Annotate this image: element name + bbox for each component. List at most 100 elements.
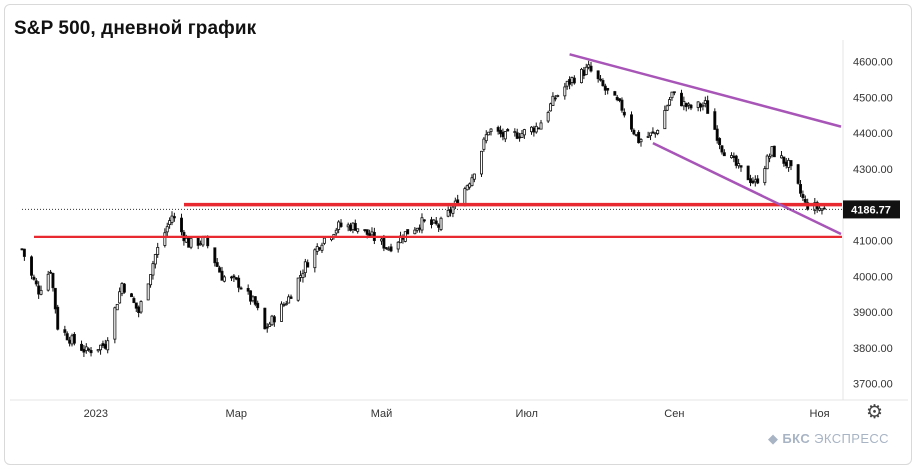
candle-body: [153, 254, 157, 265]
candle-body: [522, 129, 526, 136]
x-tick-label: Сен: [664, 408, 684, 420]
candle-body: [130, 293, 133, 298]
candle-body: [437, 224, 441, 228]
candles: [20, 60, 826, 357]
candle-body: [22, 248, 26, 257]
candle-body: [30, 256, 33, 276]
channel-line: [569, 53, 842, 128]
candle-body: [484, 134, 488, 142]
candle-body: [406, 229, 410, 235]
chart-frame: [4, 4, 912, 465]
candle-body: [96, 349, 100, 352]
candle-body: [751, 180, 755, 184]
candle-body: [665, 105, 669, 111]
candle-body: [280, 303, 283, 322]
candle-body: [703, 100, 707, 104]
candle-body: [587, 64, 591, 68]
last-price-badge: [843, 200, 900, 219]
support-levels: [34, 202, 842, 238]
candle-body: [620, 99, 624, 111]
last-price-marker: 4186.77: [22, 200, 900, 219]
candle-body: [449, 209, 453, 213]
candle-body: [120, 283, 124, 295]
candle-body: [87, 348, 91, 351]
brand-logo: ◆ БКС ЭКСПРЕСС: [768, 431, 889, 447]
candle-body: [401, 237, 405, 240]
candle-body: [739, 165, 743, 168]
y-tick-label: 3700.00: [853, 379, 893, 391]
candle-body: [732, 155, 736, 158]
candle-body: [249, 290, 253, 302]
candle-body: [499, 129, 503, 135]
candle-body: [615, 96, 619, 101]
candle-body: [72, 333, 76, 344]
candle-body: [389, 246, 393, 252]
candle-body: [237, 277, 241, 288]
x-tick-label: Май: [371, 408, 393, 420]
gear-icon[interactable]: ⚙: [866, 402, 884, 423]
chart-grid: [10, 40, 908, 401]
candle-body: [322, 237, 326, 244]
candle-body: [334, 229, 338, 234]
candle-body: [368, 233, 372, 237]
candle-body: [482, 138, 486, 150]
candle-body: [101, 343, 105, 347]
candle-body: [134, 302, 138, 309]
candle-body: [363, 229, 367, 231]
candle-body: [184, 237, 188, 243]
candle-body: [387, 248, 391, 251]
candle-body: [315, 246, 319, 252]
candle-body: [765, 155, 769, 170]
candle-body: [630, 114, 633, 130]
candle-body: [622, 111, 626, 116]
y-axis: 3700.003800.003900.004000.004100.004200.…: [853, 56, 893, 390]
candle-body: [651, 131, 655, 134]
candle-body: [165, 226, 169, 233]
candle-body: [451, 206, 455, 214]
candle-body: [39, 289, 43, 295]
candle-body: [801, 194, 805, 199]
candle-body: [584, 66, 588, 75]
candle-body: [720, 145, 724, 153]
candle-body: [565, 80, 569, 87]
candle-body: [53, 287, 57, 310]
x-tick-label: Ноя: [810, 408, 830, 420]
candle-body: [270, 315, 274, 326]
candle-body: [803, 198, 807, 203]
candle-body: [820, 208, 824, 211]
candle-body: [563, 86, 567, 97]
candle-body: [768, 156, 772, 159]
candle-body: [51, 272, 55, 289]
candle-body: [318, 247, 322, 250]
candle-body: [470, 177, 474, 187]
candle-body: [189, 238, 193, 248]
candle-body: [132, 298, 136, 303]
y-tick-label: 4600.00: [853, 56, 893, 68]
candle-body: [656, 130, 660, 134]
candle-body: [663, 110, 667, 130]
candle-body: [599, 78, 603, 81]
candle-body: [696, 101, 700, 108]
candle-body: [782, 156, 786, 164]
candle-body: [770, 146, 774, 156]
candle-body: [789, 160, 793, 167]
y-tick-label: 3800.00: [853, 343, 893, 355]
candle-body: [446, 209, 450, 217]
candle-body: [418, 227, 422, 230]
candle-body: [287, 296, 291, 304]
candle-body: [582, 69, 586, 76]
candle-body: [320, 244, 324, 251]
candle-body: [234, 277, 238, 280]
candle-body: [80, 343, 83, 351]
candle-body: [306, 262, 310, 268]
candle-body: [596, 70, 600, 80]
candle-body: [201, 237, 205, 246]
candle-body: [639, 139, 643, 143]
candle-body: [653, 132, 657, 135]
x-tick-label: Мар: [226, 408, 248, 420]
candle-body: [337, 221, 341, 230]
candle-body: [34, 280, 38, 285]
candle-body: [468, 183, 472, 188]
candle-body: [353, 222, 357, 231]
